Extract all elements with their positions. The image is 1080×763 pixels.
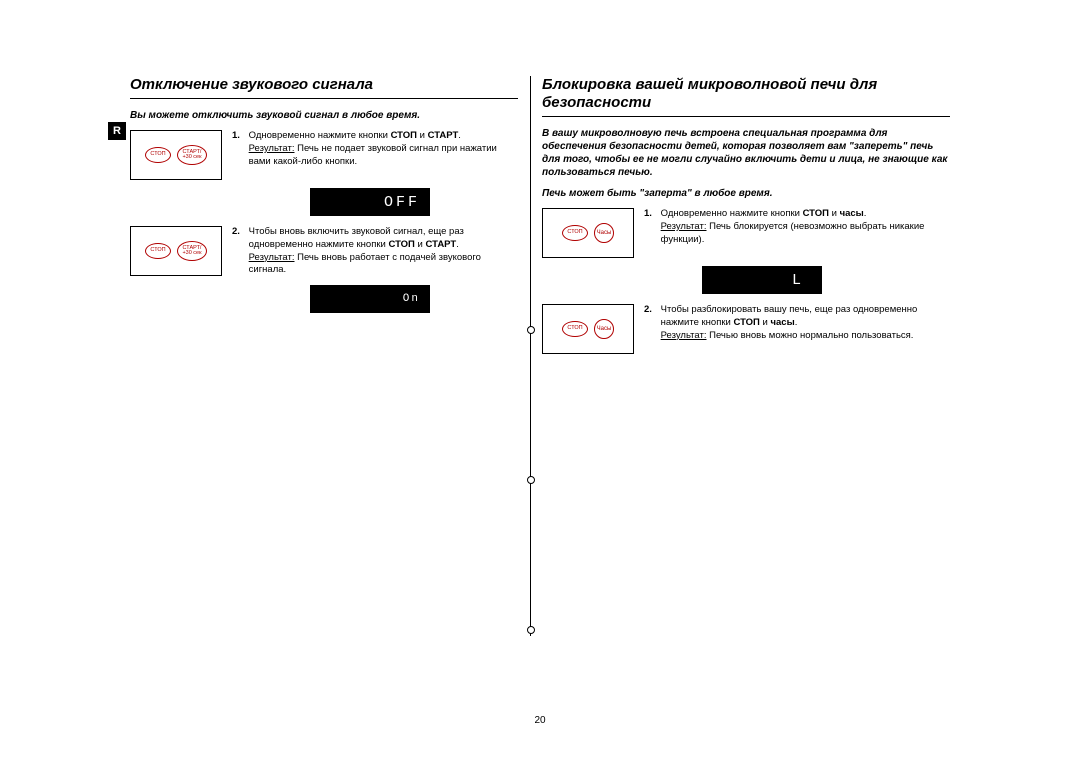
text: Одновременно нажмите кнопки: [661, 208, 803, 219]
display-off: OFF: [310, 188, 430, 216]
start-button-icon: СТАРТ/ +30 сек: [177, 241, 207, 261]
text: и: [829, 208, 840, 219]
result-label: Результат:: [249, 252, 295, 263]
step-number: 1.: [644, 208, 658, 221]
text: и: [417, 130, 428, 141]
right-step-2: СТОП Часы 2. Чтобы разблокировать вашу п…: [542, 304, 950, 354]
text: и: [415, 239, 426, 250]
step-number: 2.: [644, 304, 658, 317]
stop-button-icon: СТОП: [145, 243, 171, 259]
text-bold: СТОП: [733, 317, 759, 328]
start-label-bot: +30 сек: [182, 155, 201, 161]
display-on: On: [310, 285, 430, 313]
clock-button-icon: Часы: [594, 223, 614, 243]
right-column: Блокировка вашей микроволновой печи для …: [530, 76, 950, 362]
section-tab: R: [108, 122, 126, 140]
step-text: 2. Чтобы разблокировать вашу печь, еще р…: [644, 304, 950, 354]
button-panel: СТОП СТАРТ/ +30 сек: [130, 226, 222, 276]
stop-button-icon: СТОП: [145, 147, 171, 163]
right-intro-2: Печь может быть "заперта" в любое время.: [542, 187, 950, 200]
text-bold: часы: [770, 317, 794, 328]
text-bold: часы: [840, 208, 864, 219]
text-bold: СТОП: [391, 130, 417, 141]
stop-button-icon: СТОП: [562, 225, 588, 241]
start-button-icon: СТАРТ/ +30 сек: [177, 145, 207, 165]
page-number: 20: [130, 715, 950, 726]
start-label-bot: +30 сек: [182, 251, 201, 257]
text-bold: СТОП: [388, 239, 414, 250]
text: .: [458, 130, 461, 141]
text-bold: СТОП: [803, 208, 829, 219]
text: и: [760, 317, 771, 328]
left-column: Отключение звукового сигнала Вы можете о…: [130, 76, 530, 362]
step-text: 1. Одновременно нажмите кнопки СТОП и ча…: [644, 208, 950, 258]
result-text: Печью вновь можно нормально пользоваться…: [707, 330, 914, 341]
left-title: Отключение звукового сигнала: [130, 76, 518, 99]
step-number: 1.: [232, 130, 246, 143]
result-label: Результат:: [661, 221, 707, 232]
text: .: [456, 239, 459, 250]
text: .: [864, 208, 867, 219]
button-panel: СТОП Часы: [542, 208, 634, 258]
right-step-1: СТОП Часы 1. Одновременно нажмите кнопки…: [542, 208, 950, 258]
button-panel: СТОП Часы: [542, 304, 634, 354]
right-intro: В вашу микроволновую печь встроена специ…: [542, 127, 950, 179]
two-column-layout: Отключение звукового сигнала Вы можете о…: [130, 76, 950, 362]
stop-button-icon: СТОП: [562, 321, 588, 337]
result-label: Результат:: [661, 330, 707, 341]
left-intro: Вы можете отключить звуковой сигнал в лю…: [130, 109, 518, 122]
text-bold: СТАРТ: [425, 239, 456, 250]
binder-hole-icon: [527, 476, 535, 484]
right-title: Блокировка вашей микроволновой печи для …: [542, 76, 950, 117]
result-label: Результат:: [249, 143, 295, 154]
binder-hole-icon: [527, 626, 535, 634]
display-lock: L: [702, 266, 822, 294]
text-bold: СТАРТ: [428, 130, 459, 141]
left-step-1: СТОП СТАРТ/ +30 сек 1. Одновременно нажм…: [130, 130, 518, 180]
page-content: R Отключение звукового сигнала Вы можете…: [130, 76, 950, 736]
step-text: 1. Одновременно нажмите кнопки СТОП и СТ…: [232, 130, 518, 180]
text: Одновременно нажмите кнопки: [249, 130, 391, 141]
step-number: 2.: [232, 226, 246, 239]
step-text: 2. Чтобы вновь включить звуковой сигнал,…: [232, 226, 518, 277]
button-panel: СТОП СТАРТ/ +30 сек: [130, 130, 222, 180]
clock-button-icon: Часы: [594, 319, 614, 339]
text: .: [795, 317, 798, 328]
left-step-2: СТОП СТАРТ/ +30 сек 2. Чтобы вновь включ…: [130, 226, 518, 277]
